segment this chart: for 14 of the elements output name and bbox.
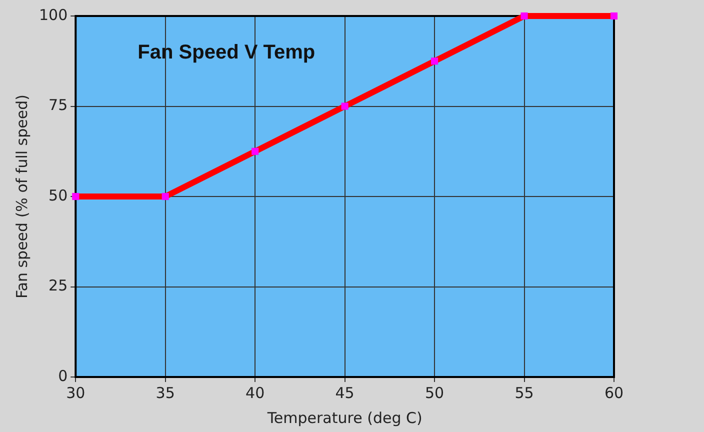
x-tick-label: 60 bbox=[604, 384, 624, 402]
y-tick-label: 100 bbox=[38, 6, 68, 24]
x-tick-label: 40 bbox=[246, 384, 265, 402]
x-axis-title: Temperature (deg C) bbox=[266, 408, 422, 427]
y-tick-label: 50 bbox=[48, 186, 68, 204]
x-tick-label: 35 bbox=[156, 384, 175, 402]
y-axis-title: Fan speed (% of full speed) bbox=[12, 94, 31, 298]
y-tick-label: 75 bbox=[48, 96, 68, 114]
x-tick-label: 50 bbox=[424, 384, 444, 402]
x-tick-label: 30 bbox=[66, 384, 86, 402]
x-tick-label: 55 bbox=[514, 384, 534, 402]
y-tick-label: 25 bbox=[48, 276, 68, 295]
y-tick-label: 0 bbox=[58, 366, 68, 385]
x-tick-label: 45 bbox=[335, 384, 354, 402]
